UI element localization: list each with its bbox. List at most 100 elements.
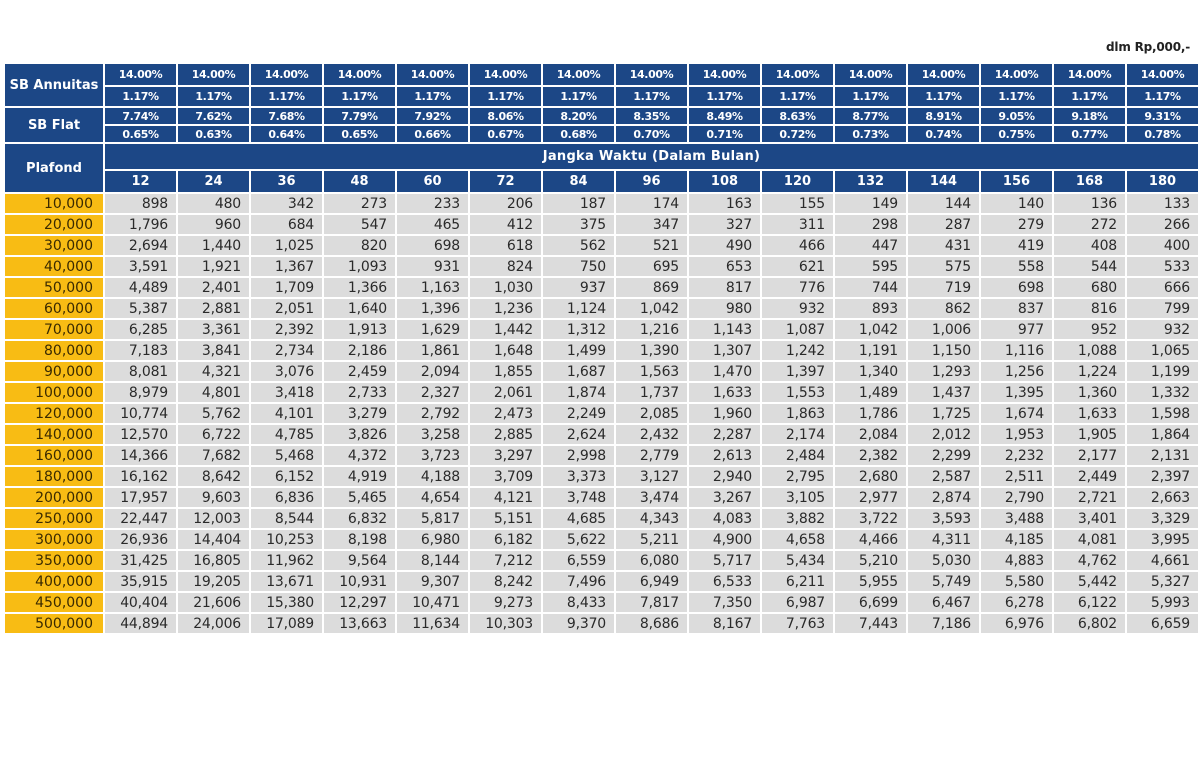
installment-cell: 1,006 [906, 318, 981, 341]
installment-cell: 5,717 [687, 549, 762, 572]
installment-cell: 9,370 [541, 612, 616, 635]
installment-cell: 2,287 [687, 423, 762, 446]
installment-cell: 7,682 [176, 444, 251, 467]
installment-cell: 298 [833, 213, 908, 236]
installment-cell: 3,593 [906, 507, 981, 530]
installment-cell: 327 [687, 213, 762, 236]
installment-cell: 2,881 [176, 297, 251, 320]
sb-annuitas-annual-rate: 14.00% [468, 62, 543, 87]
installment-cell: 2,694 [103, 234, 178, 257]
installment-cell: 40,404 [103, 591, 178, 614]
installment-cell: 2,392 [249, 318, 324, 341]
installment-cell: 7,443 [833, 612, 908, 635]
installment-cell: 13,671 [249, 570, 324, 593]
installment-cell: 1,725 [906, 402, 981, 425]
plafond-cell: 200,000 [3, 486, 105, 509]
installment-cell: 1,191 [833, 339, 908, 362]
table-row: 200,000 17,957 9,603 6,836 5,465 4,654 4,121 3,… [3, 486, 1200, 509]
installment-cell: 4,343 [614, 507, 689, 530]
installment-cell: 1,629 [395, 318, 470, 341]
term-month-header: 48 [322, 169, 397, 194]
installment-cell: 5,210 [833, 549, 908, 572]
installment-cell: 140 [979, 192, 1054, 215]
sb-flat-annual-rate: 9.31% [1125, 106, 1200, 126]
installment-cell: 4,685 [541, 507, 616, 530]
installment-cell: 4,785 [249, 423, 324, 446]
installment-cell: 480 [176, 192, 251, 215]
installment-cell: 820 [322, 234, 397, 257]
table-row: 450,000 40,404 21,606 15,380 12,297 10,471 9,2… [3, 591, 1200, 614]
installment-cell: 960 [176, 213, 251, 236]
installment-cell: 206 [468, 192, 543, 215]
installment-cell: 26,936 [103, 528, 178, 551]
sb-flat-annual-rate: 7.92% [395, 106, 470, 126]
installment-cell: 1,633 [1052, 402, 1127, 425]
installment-cell: 266 [1125, 213, 1200, 236]
installment-cell: 465 [395, 213, 470, 236]
installment-cell: 898 [103, 192, 178, 215]
plafond-cell: 70,000 [3, 318, 105, 341]
sb-annuitas-monthly-rate: 1.17% [103, 85, 178, 108]
plafond-cell: 100,000 [3, 381, 105, 404]
installment-cell: 311 [760, 213, 835, 236]
installment-cell: 2,084 [833, 423, 908, 446]
installment-cell: 698 [395, 234, 470, 257]
installment-cell: 7,817 [614, 591, 689, 614]
installment-cell: 1,440 [176, 234, 251, 257]
sb-flat-annual-rate: 7.68% [249, 106, 324, 126]
sb-flat-monthly-rate: 0.65% [103, 124, 178, 144]
installment-cell: 149 [833, 192, 908, 215]
sb-flat-annual-rate: 7.62% [176, 106, 251, 126]
table-row: 50,000 4,489 2,401 1,709 1,366 1,163 1,030 937 8… [3, 276, 1200, 299]
installment-cell: 5,442 [1052, 570, 1127, 593]
installment-cell: 2,790 [979, 486, 1054, 509]
installment-cell: 3,995 [1125, 528, 1200, 551]
installment-cell: 31,425 [103, 549, 178, 572]
installment-cell: 187 [541, 192, 616, 215]
sb-annuitas-monthly-rate: 1.17% [614, 85, 689, 108]
installment-cell: 1,905 [1052, 423, 1127, 446]
installment-cell: 2,977 [833, 486, 908, 509]
installment-cell: 1,737 [614, 381, 689, 404]
installment-cell: 6,211 [760, 570, 835, 593]
sb-annuitas-monthly-rate: 1.17% [468, 85, 543, 108]
installment-cell: 8,544 [249, 507, 324, 530]
installment-cell: 1,332 [1125, 381, 1200, 404]
installment-cell: 1,116 [979, 339, 1054, 362]
installment-cell: 1,256 [979, 360, 1054, 383]
installment-cell: 2,940 [687, 465, 762, 488]
sb-flat-annual-rate: 8.63% [760, 106, 835, 126]
installment-cell: 621 [760, 255, 835, 278]
installment-cell: 14,404 [176, 528, 251, 551]
installment-cell: 952 [1052, 318, 1127, 341]
sb-annuitas-monthly-rate: 1.17% [979, 85, 1054, 108]
installment-cell: 2,299 [906, 444, 981, 467]
installment-cell: 1,390 [614, 339, 689, 362]
installment-cell: 5,749 [906, 570, 981, 593]
sb-flat-monthly-row: 0.65% 0.63% 0.64% 0.65% 0.66% 0.67% 0.68% 0.70%… [4, 124, 1200, 144]
installment-cell: 6,949 [614, 570, 689, 593]
installment-cell: 6,832 [322, 507, 397, 530]
sb-annuitas-annual-rate: 14.00% [395, 62, 470, 87]
sb-flat-monthly-rate: 0.78% [1125, 124, 1200, 144]
installment-cell: 6,659 [1125, 612, 1200, 635]
installment-cell: 3,723 [395, 444, 470, 467]
installment-cell: 273 [322, 192, 397, 215]
installment-cell: 547 [322, 213, 397, 236]
installment-cell: 6,802 [1052, 612, 1127, 635]
installment-cell: 2,131 [1125, 444, 1200, 467]
sb-annuitas-monthly-rate: 1.17% [687, 85, 762, 108]
sb-annuitas-monthly-rate: 1.17% [249, 85, 324, 108]
installment-cell: 8,433 [541, 591, 616, 614]
installment-cell: 6,980 [395, 528, 470, 551]
term-month-header: 180 [1125, 169, 1200, 194]
installment-cell: 3,418 [249, 381, 324, 404]
plafond-cell: 250,000 [3, 507, 105, 530]
installment-cell: 8,686 [614, 612, 689, 635]
installment-cell: 1,397 [760, 360, 835, 383]
table-row: 60,000 5,387 2,881 2,051 1,640 1,396 1,236 1,12… [3, 297, 1200, 320]
plafond-cell: 80,000 [3, 339, 105, 362]
installment-cell: 4,188 [395, 465, 470, 488]
installment-cell: 272 [1052, 213, 1127, 236]
installment-cell: 3,709 [468, 465, 543, 488]
